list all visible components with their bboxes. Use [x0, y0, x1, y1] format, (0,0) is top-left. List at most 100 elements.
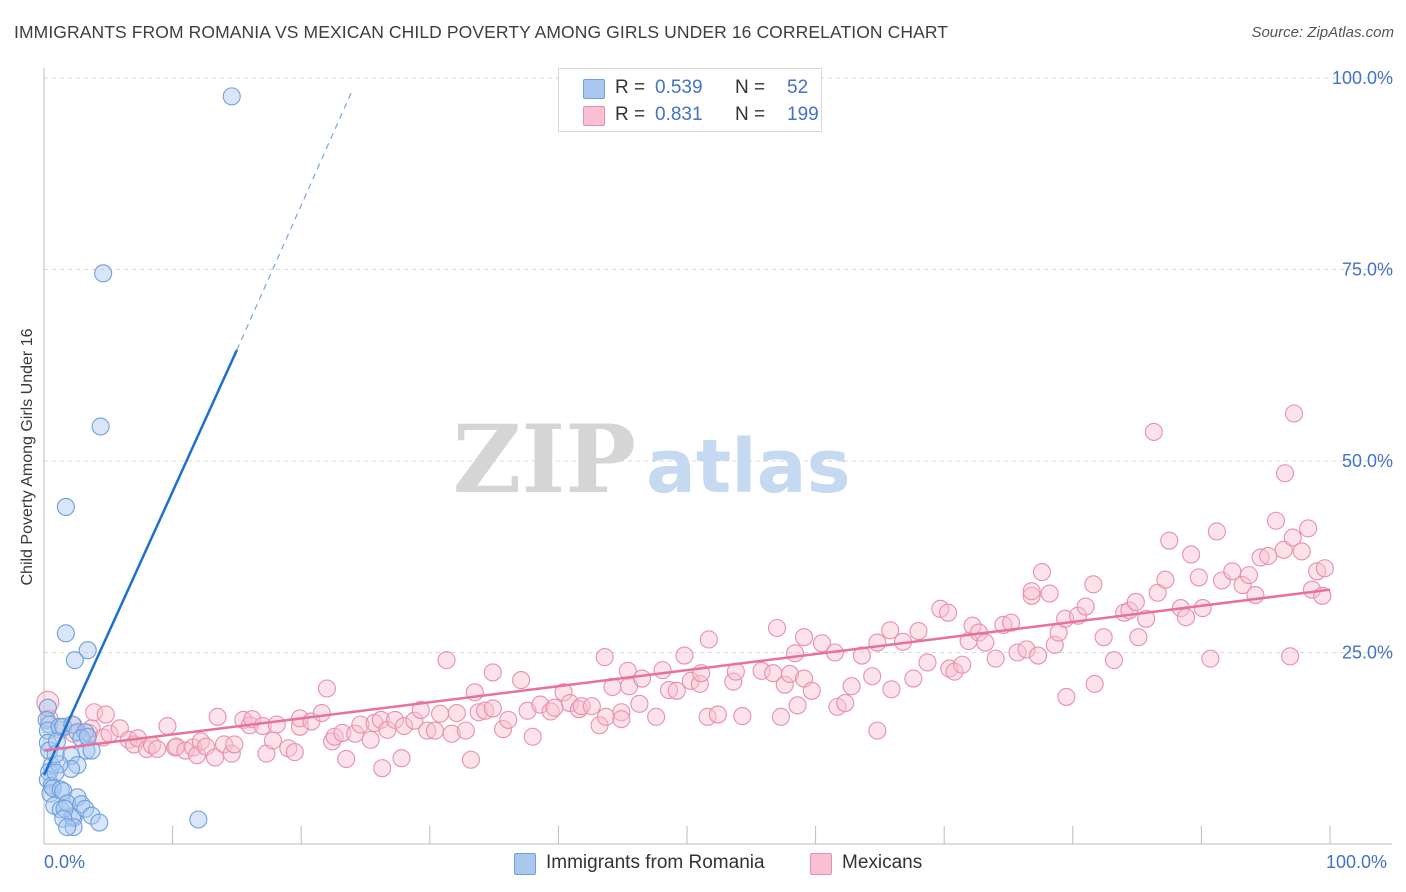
mexican-point — [708, 705, 727, 724]
mexican-point — [483, 663, 502, 682]
mexican-point — [337, 749, 356, 769]
mexican-point — [1193, 599, 1212, 618]
mexican-point — [582, 697, 601, 716]
mexican-point — [881, 621, 900, 640]
mexican-point — [1299, 519, 1318, 538]
trend-line-romania — [42, 349, 239, 776]
romania-point — [65, 651, 84, 670]
trend-line-romania-extension — [236, 89, 354, 351]
mexican-point — [545, 698, 564, 717]
y-tick-label: 100.0% — [1332, 68, 1393, 88]
mexican-point — [836, 694, 855, 713]
mexican-point — [572, 697, 591, 716]
mexican-point — [596, 707, 616, 726]
trend-lines — [42, 89, 1331, 776]
mexican-point — [1129, 628, 1148, 647]
mexican-point — [632, 669, 652, 688]
mexican-point — [285, 743, 304, 762]
mexican-point — [166, 738, 185, 757]
chart-title: IMMIGRANTS FROM ROMANIA VS MEXICAN CHILD… — [14, 22, 949, 42]
romania-point — [56, 497, 75, 517]
r-value: 0.539 — [655, 77, 703, 98]
romania-point — [222, 87, 241, 106]
mexican-point — [976, 633, 995, 652]
romania-point — [61, 759, 81, 778]
mexican-point — [788, 696, 807, 715]
mexican-point — [361, 730, 380, 749]
mexican-point — [442, 724, 461, 743]
mexican-point — [780, 664, 799, 683]
n-label: N = — [735, 104, 766, 125]
romania-point — [91, 417, 110, 436]
mexican-point — [659, 680, 679, 700]
mexican-point — [1085, 674, 1104, 693]
mexican-point — [1057, 687, 1076, 706]
mexican-point — [945, 662, 964, 681]
romania-point — [43, 779, 63, 798]
mexican-point — [1182, 545, 1201, 564]
mexican-point — [225, 735, 244, 754]
mexican-point — [785, 644, 805, 663]
watermark: ZIP atlas — [453, 405, 851, 515]
mexican-point — [148, 739, 167, 759]
mexican-point — [437, 651, 456, 670]
mexican-point — [191, 732, 210, 751]
mexican-point — [733, 707, 752, 726]
mexican-point — [1207, 522, 1226, 541]
mexican-point — [904, 669, 923, 688]
r-label: R = — [615, 104, 646, 125]
mexican-point — [36, 690, 60, 714]
romania-point — [58, 818, 77, 837]
watermark-atlas: atlas — [646, 424, 851, 510]
mexican-point — [675, 646, 694, 665]
mexican-point — [560, 694, 580, 713]
n-value: 52 — [787, 77, 809, 98]
series-romania — [37, 87, 241, 837]
mexican-point — [386, 710, 405, 729]
mexican-point — [1144, 422, 1163, 441]
mexican-point — [483, 699, 502, 718]
mexican-point — [205, 748, 225, 767]
romania-point — [78, 727, 97, 746]
mexican-point — [96, 705, 115, 724]
romania-point — [78, 641, 97, 660]
mexican-point — [208, 707, 227, 726]
mexican-point — [456, 721, 475, 740]
mexican-point — [794, 628, 814, 647]
mexican-point — [1233, 576, 1252, 595]
mexican-point — [868, 721, 887, 740]
mexican-point — [531, 695, 550, 714]
mexican-point — [767, 618, 787, 638]
romania-point — [64, 818, 83, 837]
mexican-point — [1292, 542, 1311, 561]
mexican-point — [918, 653, 937, 672]
mexican-point — [1040, 584, 1059, 603]
r-label: R = — [615, 77, 646, 98]
mexican-point — [1284, 404, 1304, 423]
legend-label-romania: Immigrants from Romania — [546, 852, 765, 873]
source-label: Source: ZipAtlas.com — [1251, 24, 1394, 41]
mexican-point — [461, 750, 481, 769]
mexican-point — [1283, 528, 1302, 547]
mexican-point — [1259, 546, 1278, 566]
mexican-point — [612, 710, 631, 729]
grid — [44, 77, 1392, 653]
mexican-point — [1201, 649, 1220, 668]
mexican-point — [554, 683, 573, 702]
mexican-point — [447, 703, 466, 723]
romania-point — [189, 810, 208, 829]
mexican-point — [1239, 566, 1259, 585]
mexican-point — [425, 721, 444, 740]
mexican-point — [392, 749, 411, 768]
mexican-point — [431, 704, 450, 723]
watermark-zip: ZIP — [453, 405, 636, 515]
mexican-point — [512, 671, 531, 690]
mexican-point — [618, 661, 637, 680]
mexican-point — [939, 603, 958, 622]
series-mexicans — [36, 404, 1334, 778]
mexican-point — [346, 724, 365, 743]
mexican-point — [1126, 592, 1145, 611]
romania-point — [50, 755, 69, 774]
x-tick-label-min: 0.0% — [44, 852, 86, 872]
legend-swatch-mexicans — [810, 853, 832, 875]
